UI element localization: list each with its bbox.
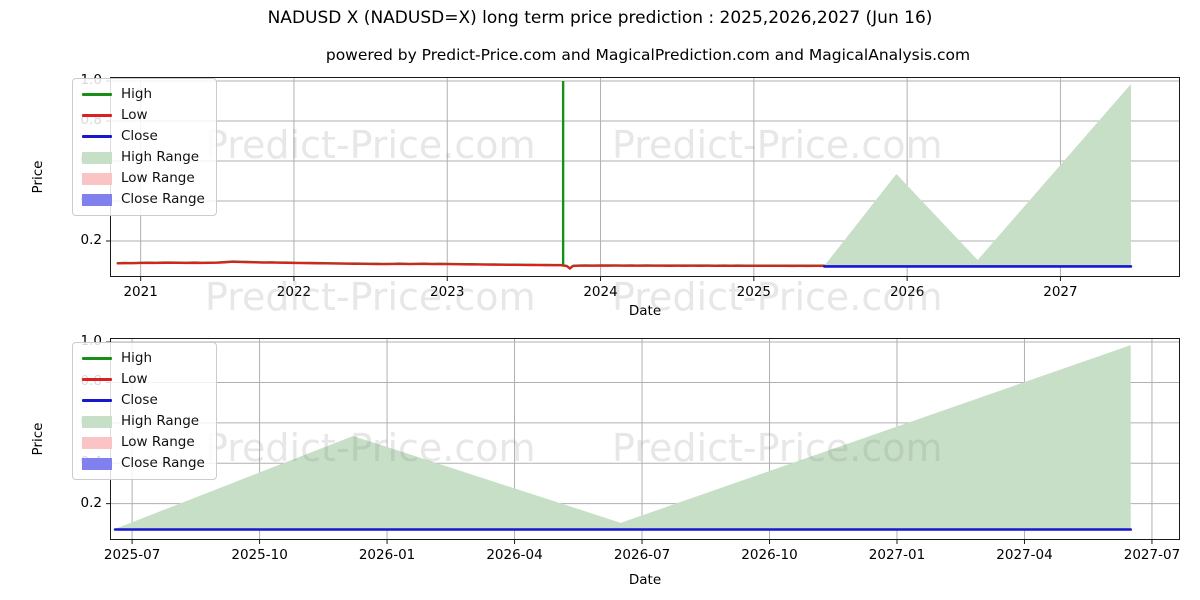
legend-line-swatch (82, 114, 112, 117)
legend-label: High (121, 86, 153, 102)
legend-patch-swatch (82, 151, 112, 164)
x-tick-label: 2025 (736, 284, 771, 300)
x-tick-label: 2026-07 (613, 547, 671, 563)
legend-label: Low (121, 371, 148, 387)
y-axis-label-top-chart: Price (30, 160, 46, 194)
x-tick-label: 2022 (276, 284, 312, 300)
high-range-fill (115, 345, 1131, 530)
legend-entry: Close Range (82, 453, 205, 474)
legend-entry: Close (82, 126, 205, 147)
low-line (116, 260, 826, 270)
legend-entry: High Range (82, 147, 205, 168)
y-tick-label: 0.2 (80, 494, 102, 511)
patch-swatch-shape (82, 415, 112, 428)
x-tick-label: 2027 (1043, 284, 1078, 300)
legend-label: Low (121, 107, 148, 123)
legend-label: High Range (121, 149, 200, 165)
line-swatch-shape (82, 357, 112, 360)
legend-entry: Close Range (82, 189, 205, 210)
legend-line-swatch (82, 135, 112, 138)
legend-patch-swatch (82, 457, 112, 470)
x-tick-label: 2025-10 (231, 547, 288, 563)
x-tick-label: 2026-01 (358, 547, 416, 563)
line-swatch-shape (82, 114, 112, 117)
x-tick-label: 2026 (889, 284, 925, 300)
legend-line-swatch (82, 93, 112, 96)
legend-label: Close Range (121, 455, 205, 471)
page-subtitle: powered by Predict-Price.com and Magical… (325, 46, 971, 64)
legend-label: Low Range (121, 170, 195, 186)
legend-entry: Low (82, 369, 205, 390)
x-axis-label-bottom-chart: Date (628, 572, 662, 588)
x-tick-label: 2023 (430, 284, 465, 300)
x-tick-label: 2026-04 (486, 547, 543, 563)
legend-label: Close (121, 392, 158, 408)
legend-patch-swatch (82, 172, 112, 185)
line-swatch-shape (82, 399, 112, 402)
x-tick-label: 2021 (123, 284, 158, 300)
legend-patch-swatch (82, 415, 112, 428)
legend-entry: Low (82, 105, 205, 126)
price-history-and-forecast-plot-area (106, 77, 1180, 281)
forecast-detail-plot-area (106, 338, 1180, 544)
page-title: NADUSD X (NADUSD=X) long term price pred… (267, 8, 933, 28)
y-tick-label: 0.2 (80, 232, 102, 248)
patch-swatch-shape (82, 151, 112, 164)
y-axis-label-bottom-chart: Price (30, 422, 46, 456)
patch-swatch-shape (82, 457, 112, 470)
legend-entry: Low Range (82, 168, 205, 189)
legend-label: High (121, 350, 153, 366)
legend-patch-swatch (82, 193, 112, 206)
legend-patch-swatch (82, 436, 112, 449)
line-swatch-shape (82, 93, 112, 96)
legend-line-swatch (82, 378, 112, 381)
x-tick-label: 2026-10 (741, 547, 798, 563)
legend: High Low Close High Range Low Range Close Ran… (72, 78, 217, 216)
legend-entry: High (82, 84, 205, 105)
x-axis-label-top-chart: Date (628, 303, 662, 319)
patch-swatch-shape (82, 193, 112, 206)
legend-entry: High Range (82, 411, 205, 432)
line-swatch-shape (82, 135, 112, 138)
x-tick-label: 2027-04 (996, 547, 1053, 563)
legend-entry: Close (82, 390, 205, 411)
x-tick-label: 2025-07 (103, 547, 161, 563)
legend-label: Close (121, 128, 158, 144)
high-range-fill (824, 84, 1131, 267)
legend-label: High Range (121, 413, 200, 429)
patch-swatch-shape (82, 172, 112, 185)
x-tick-label: 2027-07 (1123, 547, 1181, 563)
legend-label: Close Range (121, 191, 205, 207)
legend: High Low Close High Range Low Range Close Ran… (72, 342, 217, 480)
legend-label: Low Range (121, 434, 195, 450)
legend-entry: Low Range (82, 432, 205, 453)
legend-line-swatch (82, 399, 112, 402)
legend-line-swatch (82, 357, 112, 360)
line-swatch-shape (82, 378, 112, 381)
patch-swatch-shape (82, 436, 112, 449)
x-tick-label: 2024 (583, 284, 618, 300)
x-tick-label: 2027-01 (868, 547, 926, 563)
legend-entry: High (82, 348, 205, 369)
